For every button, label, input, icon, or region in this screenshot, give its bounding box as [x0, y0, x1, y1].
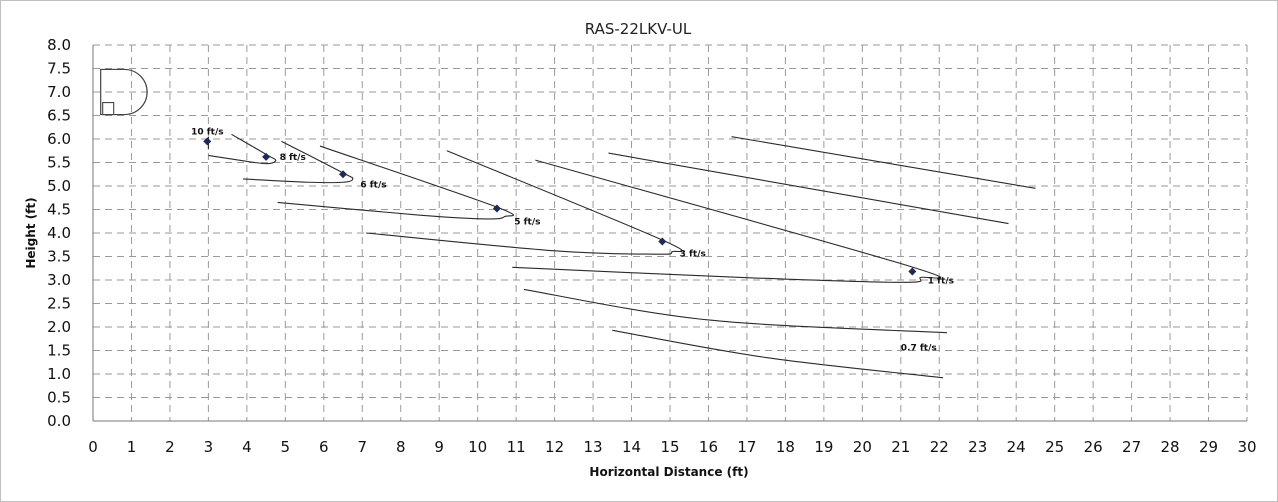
y-tick-label: 4.0 — [47, 224, 71, 242]
x-axis-label: Horizontal Distance (ft) — [589, 465, 748, 479]
chart-title: RAS-22LKV-UL — [585, 20, 692, 38]
contour-line — [523, 288, 947, 334]
air-conditioner-unit-icon — [100, 68, 148, 116]
x-tick-label: 5 — [281, 438, 291, 456]
y-tick-label: 2.0 — [47, 318, 71, 336]
x-tick-label: 4 — [242, 438, 252, 456]
contour-line — [608, 152, 1009, 225]
x-tick-label: 13 — [584, 438, 603, 456]
unit-outline — [100, 68, 148, 116]
x-tick-label: 26 — [1084, 438, 1103, 456]
x-tick-label: 25 — [1045, 438, 1064, 456]
contour-label: 5 ft/s — [514, 218, 540, 228]
y-tick-label: 0.5 — [47, 389, 71, 407]
x-tick-label: 21 — [891, 438, 910, 456]
x-tick-label: 3 — [204, 438, 214, 456]
contour-labels: 10 ft/s 8 ft/s 6 ft/s 5 ft/s 3 ft/s 1 ft/s 0.7… — [191, 127, 954, 353]
contour-line — [242, 140, 354, 184]
grid-lines — [92, 44, 1248, 422]
x-tick-label: 15 — [660, 438, 679, 456]
x-tick-label: 2 — [165, 438, 175, 456]
contour-label: 6 ft/s — [360, 180, 386, 190]
y-tick-label: 0.0 — [47, 412, 71, 430]
contour-line — [366, 150, 683, 255]
x-tick-label: 10 — [468, 438, 487, 456]
y-tick-label: 5.0 — [47, 177, 71, 195]
x-tick-labels: 0 1 2 3 4 5 6 7 8 9 10 11 12 13 14 15 16 17 18 19 20 21 22 23 24… — [88, 438, 1256, 456]
x-tick-label: 17 — [737, 438, 756, 456]
x-tick-label: 0 — [88, 438, 98, 456]
y-tick-label: 7.0 — [47, 83, 71, 101]
velocity-contours — [203, 133, 1036, 379]
y-tick-label: 5.5 — [47, 154, 71, 172]
y-tick-label: 8.0 — [47, 36, 71, 54]
contour-marker — [908, 267, 917, 276]
x-tick-label: 29 — [1199, 438, 1218, 456]
x-tick-label: 8 — [396, 438, 406, 456]
y-tick-label: 3.5 — [47, 248, 71, 266]
y-tick-labels: 0.0 0.5 1.0 1.5 2.0 2.5 3.0 3.5 4.0 4.5 5.0 5.5 6.0 6… — [47, 36, 71, 430]
contour-line — [612, 329, 944, 379]
contour-marker — [492, 204, 501, 213]
x-tick-label: 9 — [434, 438, 444, 456]
contour-line — [277, 145, 514, 220]
x-tick-label: 16 — [699, 438, 718, 456]
y-tick-label: 6.5 — [47, 107, 71, 125]
y-tick-label: 6.0 — [47, 130, 71, 148]
x-tick-label: 11 — [507, 438, 526, 456]
x-tick-label: 30 — [1237, 438, 1256, 456]
y-tick-label: 3.0 — [47, 271, 71, 289]
contour-label: 10 ft/s — [191, 127, 224, 137]
x-tick-label: 7 — [357, 438, 367, 456]
y-tick-label: 1.0 — [47, 365, 71, 383]
contour-marker — [339, 170, 348, 179]
contour-marker — [203, 137, 212, 146]
x-tick-label: 19 — [814, 438, 833, 456]
y-axis-label: Height (ft) — [24, 197, 38, 268]
y-tick-label: 4.5 — [47, 201, 71, 219]
x-tick-label: 23 — [968, 438, 987, 456]
x-tick-label: 14 — [622, 438, 641, 456]
x-tick-label: 27 — [1122, 438, 1141, 456]
y-tick-label: 1.5 — [47, 342, 71, 360]
contour-marker — [262, 152, 271, 161]
contour-line — [512, 159, 942, 283]
contour-line — [731, 136, 1036, 189]
y-tick-label: 2.5 — [47, 295, 71, 313]
contour-label: 3 ft/s — [680, 250, 706, 260]
contour-marker — [658, 237, 667, 246]
x-tick-label: 1 — [127, 438, 137, 456]
x-tick-label: 6 — [319, 438, 329, 456]
x-tick-label: 18 — [776, 438, 795, 456]
contour-label: 1 ft/s — [928, 276, 954, 286]
y-tick-label: 7.5 — [47, 60, 71, 78]
x-tick-label: 12 — [545, 438, 564, 456]
unit-outlet — [102, 102, 115, 116]
contour-label: 0.7 ft/s — [901, 344, 937, 354]
x-tick-label: 22 — [930, 438, 949, 456]
x-tick-label: 24 — [1007, 438, 1026, 456]
x-tick-label: 20 — [853, 438, 872, 456]
x-tick-label: 28 — [1161, 438, 1180, 456]
contour-label: 8 ft/s — [280, 153, 306, 163]
